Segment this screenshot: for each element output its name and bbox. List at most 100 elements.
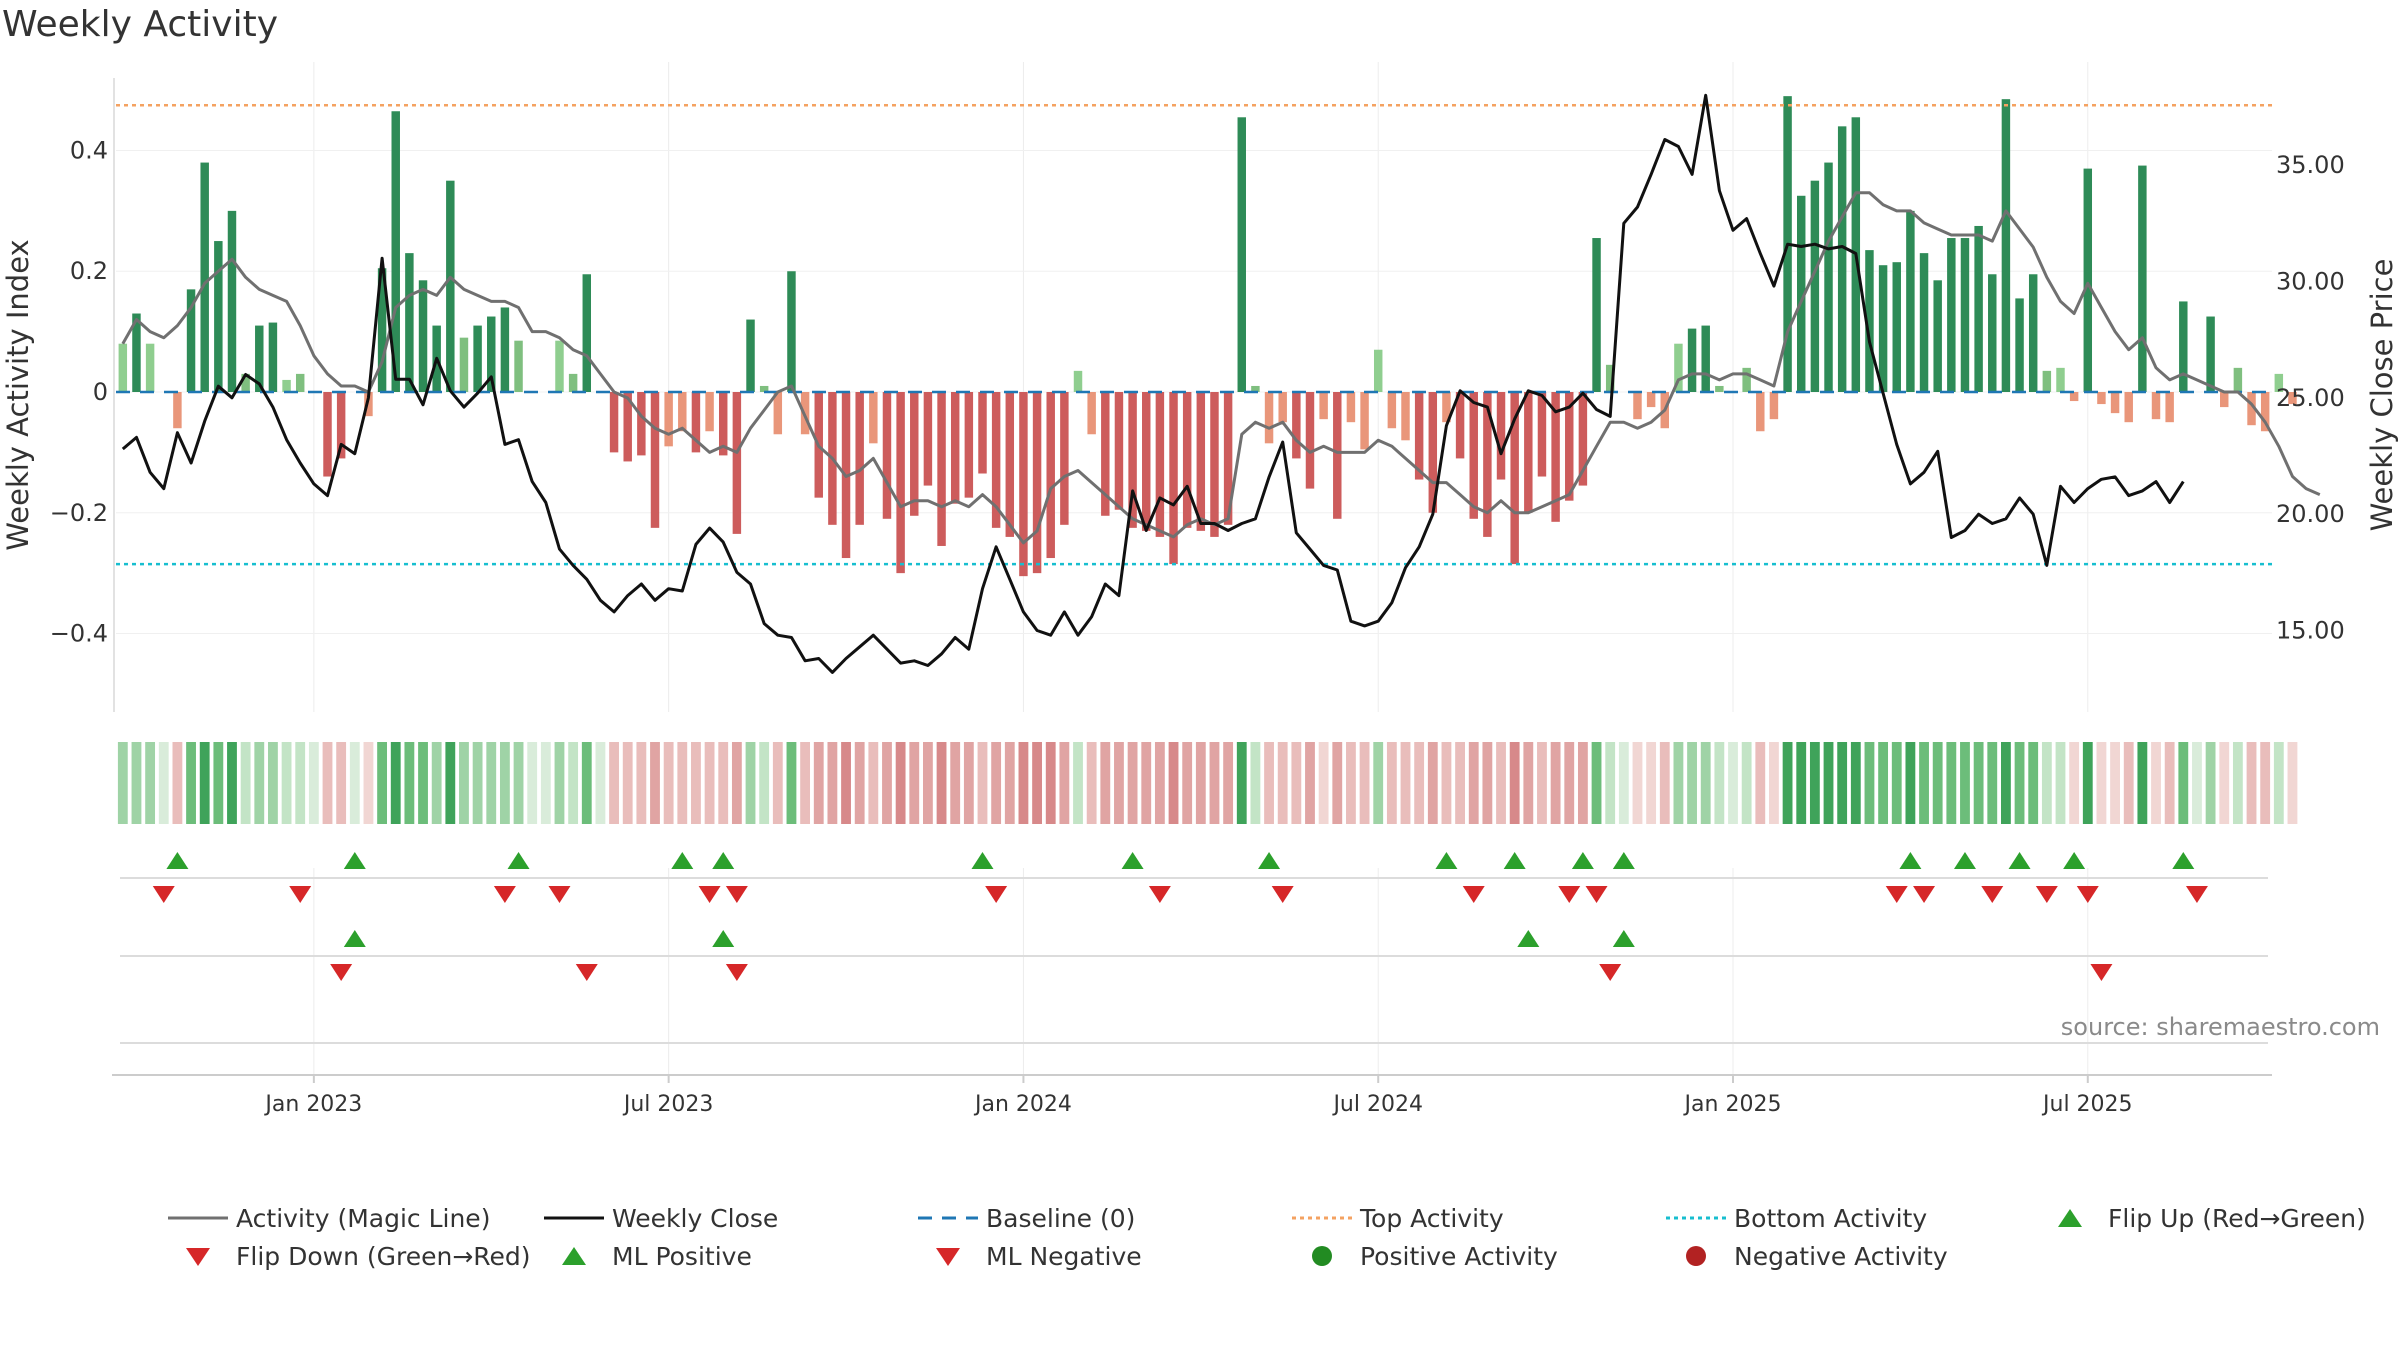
- activity-bar: [1769, 392, 1779, 420]
- activity-bar: [759, 385, 769, 392]
- flip-down-marker: [985, 886, 1008, 903]
- heat-cell: [1496, 742, 1506, 824]
- ml-positive-marker: [1612, 930, 1635, 947]
- heat-cell: [1386, 742, 1397, 824]
- activity-bar: [1210, 392, 1219, 537]
- flip-down-marker: [1913, 886, 1936, 903]
- legend-label: ML Positive: [612, 1241, 752, 1271]
- heat-cell: [499, 742, 510, 824]
- x-tick-label: Jul 2023: [622, 1092, 714, 1117]
- activity-bar: [1114, 392, 1124, 510]
- flip-up-marker: [1899, 852, 1922, 869]
- activity-bar: [1674, 343, 1683, 392]
- heat-cell: [199, 742, 210, 824]
- heat-cell: [663, 742, 674, 824]
- heat-cell: [895, 742, 906, 824]
- heat-cell: [1195, 742, 1206, 824]
- x-tick-label: Jul 2024: [1331, 1092, 1423, 1117]
- activity-bar: [1428, 392, 1438, 513]
- heat-cell: [786, 742, 797, 824]
- activity-bar: [691, 392, 701, 453]
- activity-bar: [1551, 392, 1560, 522]
- flip-up-marker: [2063, 852, 2086, 869]
- heat-cell: [2246, 742, 2257, 824]
- flip-down-marker: [698, 886, 721, 903]
- activity-bar: [1073, 370, 1083, 392]
- flip-up-marker: [507, 852, 530, 869]
- activity-bar: [1333, 392, 1342, 519]
- activity-bar: [255, 325, 264, 392]
- heat-cell: [186, 742, 196, 824]
- heat-cell: [1687, 742, 1697, 824]
- y2-tick-label: 15.00: [2276, 617, 2345, 645]
- heat-cell: [1850, 742, 1861, 824]
- activity-bar: [1715, 385, 1724, 392]
- heat-cell: [2192, 742, 2202, 824]
- activity-bar: [1687, 328, 1697, 392]
- heat-cell: [1154, 742, 1165, 824]
- heat-cell: [1618, 742, 1629, 824]
- y2-tick-label: 20.00: [2276, 500, 2345, 528]
- heat-cell: [1332, 742, 1343, 824]
- activity-bar: [1032, 392, 1042, 574]
- heat-cell: [1537, 742, 1547, 824]
- heat-cell: [1427, 742, 1438, 824]
- flip-down-marker: [1462, 886, 1485, 903]
- heat-cell: [1987, 742, 1998, 824]
- heat-cell: [691, 742, 701, 824]
- activity-bar: [132, 313, 141, 392]
- activity-bar: [1087, 392, 1096, 435]
- heat-cell: [2000, 742, 2011, 824]
- activity-bar: [1974, 225, 1983, 392]
- heat-cell: [1400, 742, 1411, 824]
- activity-bar: [937, 392, 946, 546]
- legend-item-negative-activity: Negative Activity: [1658, 1238, 1948, 1274]
- heat-cell: [1728, 742, 1738, 824]
- activity-bar: [678, 392, 687, 432]
- flip-down-marker: [1981, 886, 2004, 903]
- activity-bar: [418, 280, 428, 392]
- activity-bar: [2247, 392, 2256, 426]
- heat-cell: [1960, 742, 1970, 824]
- heat-cell: [431, 742, 442, 824]
- flip-down-marker: [1148, 886, 1171, 903]
- activity-bar: [1892, 262, 1901, 392]
- heat-cell: [1591, 742, 1602, 824]
- activity-bar: [1169, 392, 1178, 565]
- activity-bar: [773, 392, 783, 435]
- activity-bar: [1865, 250, 1874, 392]
- heat-cell: [1837, 742, 1848, 824]
- legend-label: Flip Down (Green→Red): [236, 1241, 531, 1271]
- flip-down-marker: [1885, 886, 1908, 903]
- activity-bar: [568, 373, 578, 392]
- y2-axis-label: Weekly Close Price: [2365, 259, 2399, 532]
- activity-bar: [364, 392, 373, 417]
- heat-cell: [1318, 742, 1329, 824]
- legend-label: Activity (Magic Line): [236, 1203, 491, 1233]
- y-tick-label: −0.4: [50, 620, 108, 648]
- legend-line-close-icon: [544, 1216, 604, 1220]
- heat-cell: [922, 742, 933, 824]
- activity-bar: [1646, 392, 1656, 408]
- activity-bar: [391, 111, 400, 392]
- legend-item-weekly-close: Weekly Close: [536, 1200, 778, 1236]
- heat-cell: [1673, 742, 1684, 824]
- heat-cell: [2273, 742, 2284, 824]
- legend-item-ml-positive: ML Positive: [536, 1238, 752, 1274]
- legend-dotted-cyan-icon: [1666, 1216, 1726, 1220]
- flip-up-marker: [166, 852, 189, 869]
- heat-cell: [1468, 742, 1479, 824]
- heat-cell: [977, 742, 988, 824]
- flip-down-marker: [289, 886, 312, 903]
- activity-bar: [746, 319, 755, 392]
- activity-bar: [1701, 325, 1710, 392]
- activity-bar: [609, 392, 619, 453]
- flip-up-marker: [971, 852, 994, 869]
- activity-bar: [910, 392, 919, 516]
- activity-bar: [650, 392, 660, 528]
- heat-cell: [459, 742, 469, 824]
- activity-bar: [459, 337, 469, 392]
- heat-cell: [1359, 742, 1370, 824]
- heat-cell: [1809, 742, 1820, 824]
- circle-red-icon: [1686, 1246, 1706, 1266]
